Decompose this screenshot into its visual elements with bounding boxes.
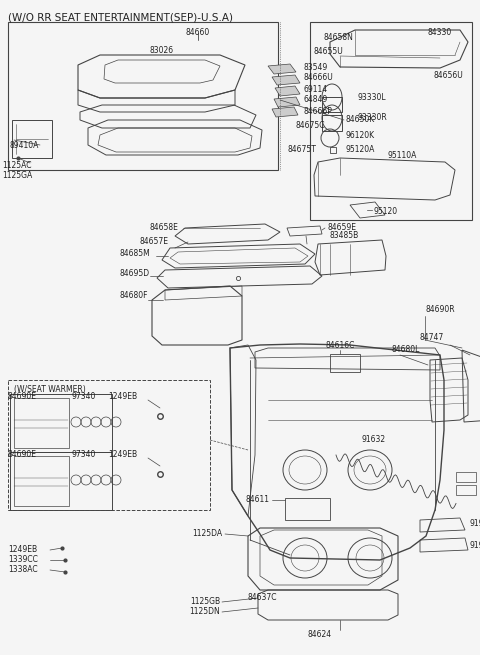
Bar <box>8 380 210 510</box>
Text: 91931D: 91931D <box>470 540 480 550</box>
Text: 83026: 83026 <box>150 46 174 55</box>
Text: 83549: 83549 <box>304 62 328 71</box>
Text: 84680L: 84680L <box>392 345 420 354</box>
Text: 84675T: 84675T <box>288 145 317 155</box>
Text: 97340: 97340 <box>72 450 96 459</box>
Text: 84685M: 84685M <box>120 250 151 259</box>
Text: 84637C: 84637C <box>248 593 277 603</box>
Text: 93330R: 93330R <box>358 113 388 122</box>
Polygon shape <box>272 75 300 85</box>
Text: 83485B: 83485B <box>330 231 359 240</box>
Bar <box>330 354 360 372</box>
Polygon shape <box>275 86 300 96</box>
Text: 97340: 97340 <box>72 392 96 401</box>
Text: 96120K: 96120K <box>345 132 374 141</box>
Text: 64849: 64849 <box>304 96 328 105</box>
Bar <box>456 472 476 482</box>
Text: 1125AC: 1125AC <box>2 162 32 170</box>
Text: 84658E: 84658E <box>150 223 179 233</box>
Bar <box>14 456 69 506</box>
Bar <box>8 22 278 170</box>
Text: 84659E: 84659E <box>328 223 357 233</box>
Text: 84747: 84747 <box>420 333 444 343</box>
Text: 1338AC: 1338AC <box>8 565 37 574</box>
Text: 1125GB: 1125GB <box>190 597 220 607</box>
Text: 84657E: 84657E <box>140 238 169 246</box>
Text: 93330L: 93330L <box>358 92 386 102</box>
Text: 84690E: 84690E <box>8 392 37 401</box>
Bar <box>10 394 112 452</box>
Bar <box>456 485 476 495</box>
Text: 1249EB: 1249EB <box>8 546 37 555</box>
Bar <box>310 22 472 220</box>
Text: (W/SEAT WARMER): (W/SEAT WARMER) <box>14 385 86 394</box>
Text: 84616C: 84616C <box>326 341 355 350</box>
Text: 95120A: 95120A <box>345 145 374 155</box>
Text: 95110A: 95110A <box>388 151 418 160</box>
Text: (W/O RR SEAT ENTERTAINMENT(SEP)-U.S.A): (W/O RR SEAT ENTERTAINMENT(SEP)-U.S.A) <box>8 13 233 23</box>
Polygon shape <box>268 64 296 74</box>
Text: 1249EB: 1249EB <box>108 392 137 401</box>
Text: 84680F: 84680F <box>120 291 148 301</box>
Text: 84658N: 84658N <box>323 33 353 43</box>
Text: 84624: 84624 <box>308 630 332 639</box>
Text: 84690E: 84690E <box>8 450 37 459</box>
Polygon shape <box>272 107 298 117</box>
Text: 89410A: 89410A <box>10 141 39 149</box>
Bar <box>10 452 112 510</box>
Text: 84611: 84611 <box>246 495 270 504</box>
Text: 84650K: 84650K <box>345 115 374 124</box>
Text: 69114: 69114 <box>304 84 328 94</box>
Text: 84675C: 84675C <box>295 121 324 130</box>
Text: 91632: 91632 <box>362 436 386 445</box>
Bar <box>14 398 69 448</box>
Text: 95120: 95120 <box>374 208 398 217</box>
Text: 84690R: 84690R <box>425 305 455 314</box>
Text: 84660: 84660 <box>186 28 210 37</box>
Text: 84330: 84330 <box>427 28 451 37</box>
Text: 1125DN: 1125DN <box>189 607 220 616</box>
Text: 84666P: 84666P <box>304 107 333 115</box>
Text: 91931B: 91931B <box>470 519 480 529</box>
Text: 1339CC: 1339CC <box>8 555 38 565</box>
Text: 84656U: 84656U <box>434 71 464 79</box>
Text: 84655U: 84655U <box>313 48 343 56</box>
Bar <box>285 498 330 520</box>
Bar <box>322 115 342 131</box>
Text: 1125DA: 1125DA <box>192 529 222 538</box>
Bar <box>322 97 342 112</box>
Text: 84695D: 84695D <box>120 269 150 278</box>
Polygon shape <box>274 97 300 107</box>
Text: 1125GA: 1125GA <box>2 170 32 179</box>
Bar <box>12 120 52 158</box>
Text: 84666U: 84666U <box>304 73 334 83</box>
Text: 1249EB: 1249EB <box>108 450 137 459</box>
